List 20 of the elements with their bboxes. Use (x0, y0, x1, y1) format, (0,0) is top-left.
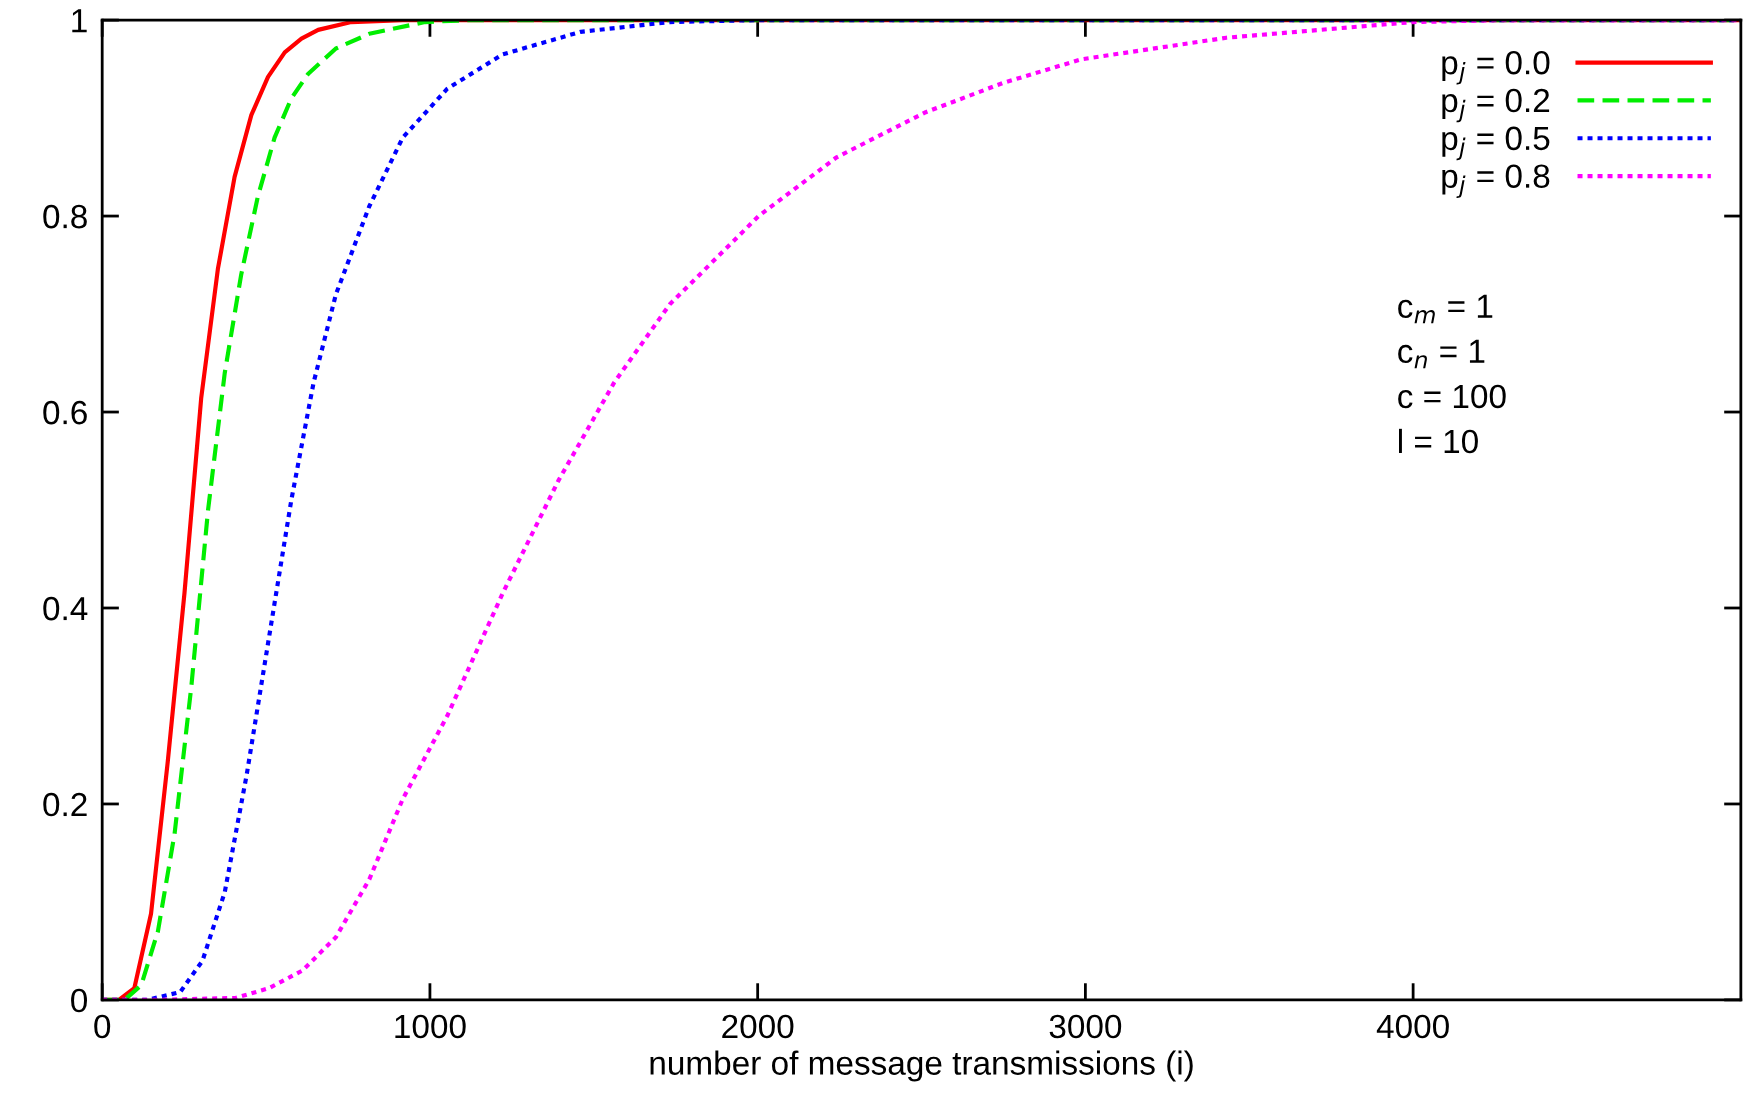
annotation: c$_{n}$ = 1 (1398, 339, 1485, 369)
y-tick-label: 1 (72, 9, 87, 33)
annotation: c = 100 (1398, 384, 1506, 409)
annotation: l = 10 (1398, 428, 1478, 454)
x-tick-label: 4000 (1376, 1014, 1449, 1039)
legend-label: p$_{j}$ = 0.5 (1442, 126, 1550, 161)
annotation: c$_{m}$ = 1 (1398, 294, 1493, 324)
legend-label: p$_{j}$ = 0.8 (1442, 164, 1550, 198)
y-tick-label: 0.4 (43, 596, 88, 621)
x-axis-title: number of message transmissions (i) (650, 1050, 1193, 1082)
x-tick-label: 0 (94, 1014, 111, 1039)
y-tick-label: 0 (71, 988, 88, 1013)
y-tick-label: 0.6 (43, 400, 87, 425)
y-tick-label: 0.8 (43, 204, 87, 229)
x-tick-label: 1000 (395, 1014, 466, 1039)
legend-label: p$_{j}$ = 0.2 (1442, 88, 1550, 123)
legend-label: p$_{j}$ = 0.0 (1442, 50, 1550, 85)
x-tick-label: 3000 (1049, 1014, 1122, 1039)
y-tick-label: 0.2 (43, 792, 87, 817)
x-tick-label: 2000 (722, 1014, 794, 1039)
